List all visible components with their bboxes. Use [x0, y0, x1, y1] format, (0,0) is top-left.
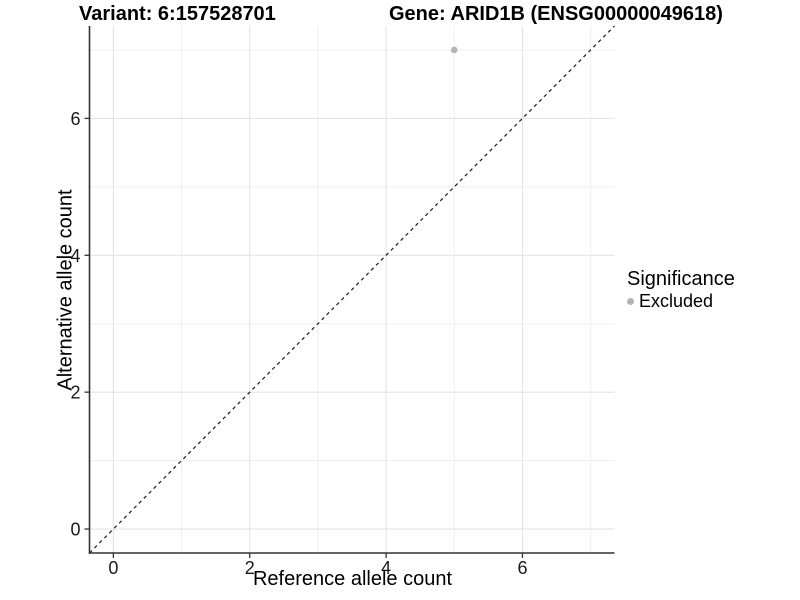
y-tick-label: 2 [70, 383, 80, 403]
identity-line [89, 25, 615, 554]
legend-entry-label: Excluded [639, 290, 714, 311]
legend-title: Significance [627, 268, 735, 290]
x-tick-label: 4 [381, 558, 391, 578]
plot-title-variant: Variant: 6:157528701 [79, 3, 276, 25]
legend-entry: Excluded [627, 290, 735, 312]
legend-entries: Excluded [627, 290, 735, 312]
y-tick-label: 6 [70, 109, 80, 129]
x-axis-title: Reference allele count [252, 568, 452, 590]
legend: Significance Excluded [627, 268, 735, 312]
y-tick-label: 4 [70, 246, 80, 266]
x-tick-label: 0 [108, 558, 118, 578]
plot-title-gene: Gene: ARID1B (ENSG00000049618) [389, 3, 723, 25]
y-axis-title: Alternative allele count [54, 189, 77, 391]
legend-key-dot [627, 297, 634, 305]
x-tick-label: 2 [245, 558, 255, 578]
data-point [450, 46, 458, 54]
y-tick-label: 0 [70, 520, 80, 540]
x-tick-label: 6 [517, 558, 527, 578]
